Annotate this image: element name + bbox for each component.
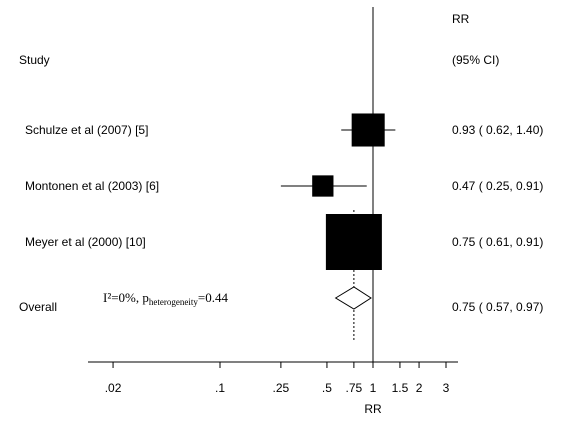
x-tick-label: .02 — [105, 381, 122, 395]
overall-row: Overall I²=0%, pheterogeneity=0.44 0.75 … — [19, 210, 543, 340]
heterogeneity-stat: I²=0%, pheterogeneity=0.44 — [103, 290, 228, 307]
ci-text: 0.75 ( 0.61, 0.91) — [452, 235, 543, 249]
overall-diamond — [334, 286, 372, 310]
x-tick-label: .1 — [215, 381, 225, 395]
overall-label: Overall — [19, 300, 57, 314]
rr-column-header: RR — [452, 12, 470, 26]
effect-size-box — [351, 113, 385, 147]
study-row: Schulze et al (2007) [5] 0.93 ( 0.62, 1.4… — [25, 113, 543, 147]
effect-size-box — [312, 175, 334, 197]
ci-text: 0.93 ( 0.62, 1.40) — [452, 123, 543, 137]
ci-column-header: (95% CI) — [452, 53, 499, 67]
x-tick-label: 3 — [443, 381, 450, 395]
study-column-header: Study — [19, 53, 50, 67]
study-row: Meyer et al (2000) [10] 0.75 ( 0.61, 0.91… — [25, 214, 543, 270]
x-tick-label: 1 — [370, 381, 377, 395]
overall-ci-text: 0.75 ( 0.57, 0.97) — [452, 300, 543, 314]
x-tick-label: .5 — [322, 381, 332, 395]
x-axis-title: RR — [364, 402, 382, 416]
x-axis-ticks: .02 .1 .25 .5 .75 1 1.5 2 3 — [105, 362, 450, 395]
study-name: Meyer et al (2000) [10] — [25, 235, 146, 249]
study-row: Montonen et al (2003) [6] 0.47 ( 0.25, 0.… — [25, 175, 543, 197]
x-tick-label: .25 — [273, 381, 290, 395]
x-tick-label: 1.5 — [392, 381, 409, 395]
x-tick-label: .75 — [346, 381, 363, 395]
study-rows: Schulze et al (2007) [5] 0.93 ( 0.62, 1.4… — [25, 113, 543, 270]
study-name: Montonen et al (2003) [6] — [25, 179, 159, 193]
study-name: Schulze et al (2007) [5] — [25, 123, 148, 137]
ci-text: 0.47 ( 0.25, 0.91) — [452, 179, 543, 193]
x-tick-label: 2 — [416, 381, 423, 395]
